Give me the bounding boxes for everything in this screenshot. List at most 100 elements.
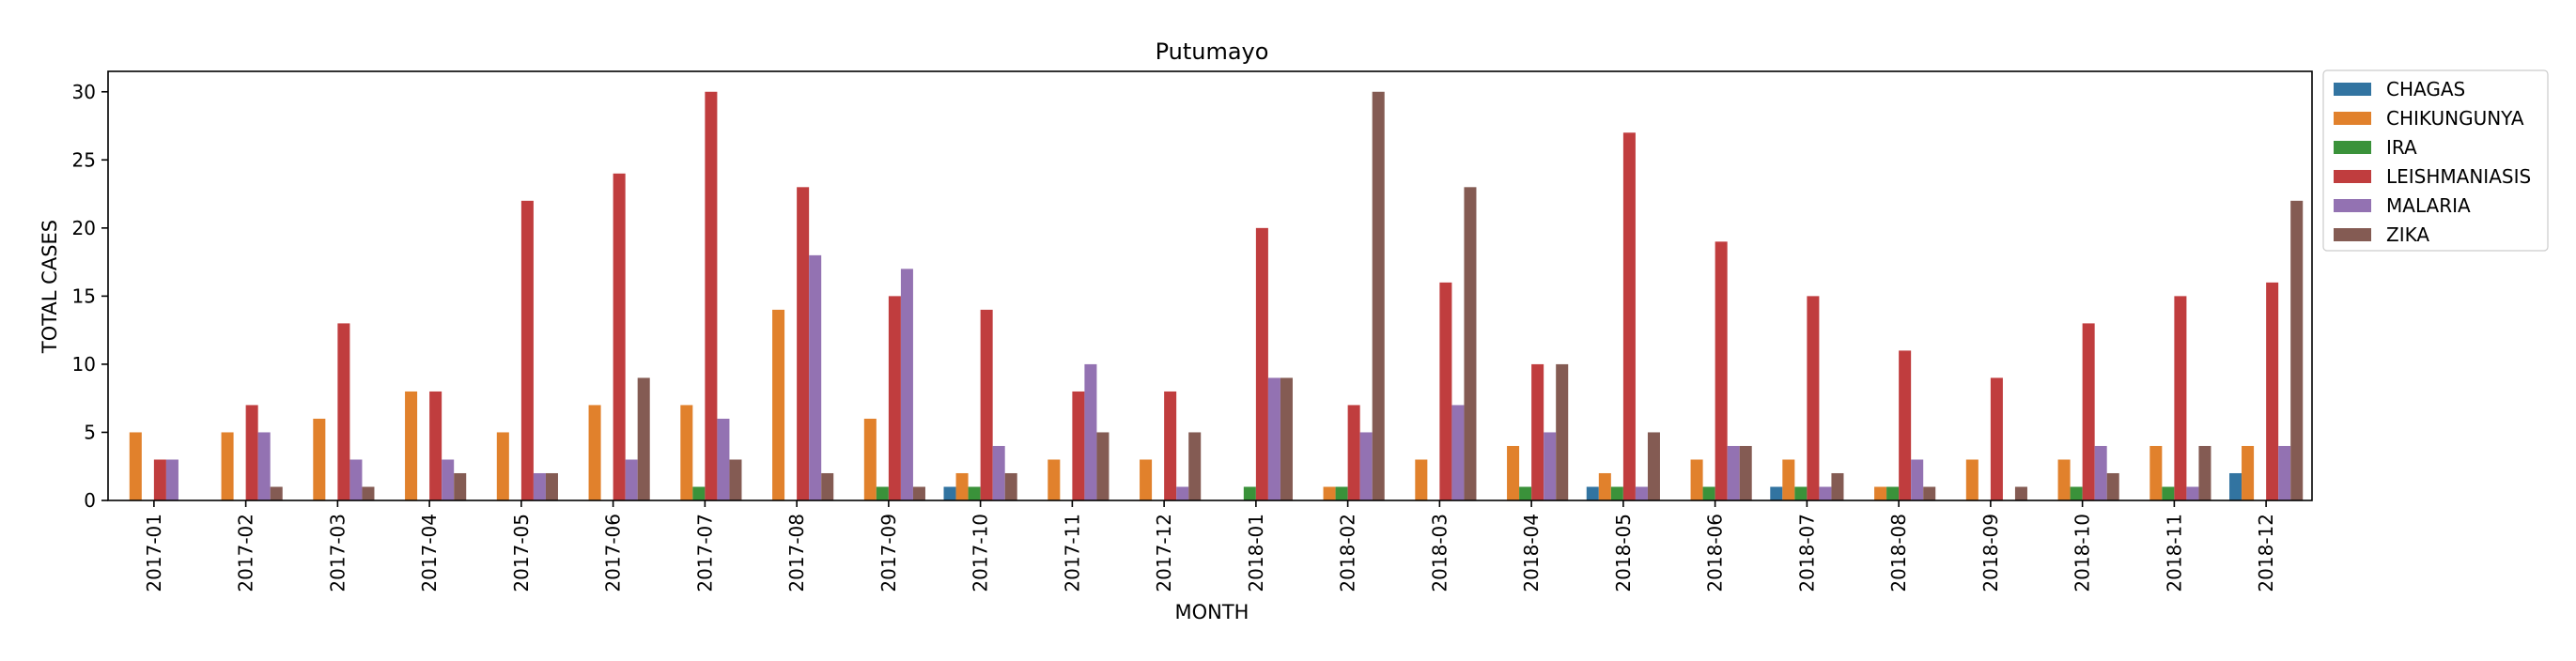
- bar: [613, 173, 626, 500]
- y-tick-label: 20: [72, 217, 96, 239]
- x-tick-label: 2018-03: [1428, 514, 1451, 592]
- bar: [2198, 445, 2211, 500]
- plot-frame: [107, 70, 2313, 501]
- x-tick-label: 2017-08: [785, 514, 808, 592]
- x-tick-label: 2017-11: [1061, 514, 1083, 592]
- bar: [1702, 486, 1715, 500]
- bar: [2162, 486, 2175, 500]
- x-tick-label: 2018-01: [1245, 514, 1267, 592]
- bar: [1899, 350, 1912, 500]
- bar: [313, 418, 326, 500]
- legend-swatch: [2334, 228, 2371, 241]
- bar: [1519, 486, 1532, 500]
- x-tick-label: 2018-12: [2255, 514, 2277, 592]
- bar: [257, 432, 271, 500]
- y-tick-label: 10: [72, 353, 96, 376]
- bar: [1347, 405, 1360, 500]
- bar: [1372, 91, 1385, 500]
- x-tick-label: 2018-07: [1795, 514, 1818, 592]
- x-tick-label: 2017-03: [326, 514, 349, 592]
- bar: [1464, 187, 1477, 500]
- x-tick-label: 2018-06: [1704, 514, 1727, 592]
- bar: [2149, 445, 2163, 500]
- legend-swatch: [2334, 141, 2371, 154]
- bar: [1622, 132, 1636, 501]
- x-tick-label: 2017-07: [693, 514, 716, 592]
- bar: [1084, 363, 1097, 500]
- bar: [1072, 391, 1085, 500]
- bar: [429, 391, 442, 500]
- y-tick-label: 15: [72, 284, 96, 307]
- bar: [165, 459, 178, 500]
- bar: [943, 486, 956, 500]
- bar: [1323, 486, 1336, 500]
- bar: [533, 472, 546, 500]
- bar: [1096, 432, 1110, 500]
- bar: [1004, 472, 1017, 500]
- bar: [1598, 472, 1611, 500]
- bar: [2094, 445, 2107, 500]
- x-tick-label: 2018-08: [1887, 514, 1910, 592]
- bar: [520, 200, 534, 500]
- x-tick-label: 2017-09: [877, 514, 900, 592]
- bars-layer: [129, 91, 2304, 501]
- bar: [2290, 200, 2304, 500]
- y-tick-label: 30: [72, 81, 96, 103]
- bar: [900, 269, 913, 500]
- y-axis-label: TOTAL CASES: [39, 220, 61, 354]
- bar: [2278, 445, 2291, 500]
- bar: [1690, 459, 1703, 500]
- bar: [221, 432, 234, 500]
- bar: [1635, 486, 1648, 500]
- bar: [1874, 486, 1887, 500]
- x-tick-label: 2018-05: [1612, 514, 1635, 592]
- legend-swatch: [2334, 83, 2371, 96]
- x-axis: 2017-01 2017-02 2017-03 2017-04 2017-05 2017-…: [143, 500, 2277, 592]
- bar: [980, 309, 993, 500]
- bar: [496, 432, 509, 500]
- x-tick-label: 2018-02: [1337, 514, 1359, 592]
- bar: [625, 459, 638, 500]
- bar: [2174, 296, 2187, 500]
- x-tick-label: 2017-12: [1153, 514, 1175, 592]
- legend-frame: [2322, 69, 2549, 252]
- bar: [912, 486, 925, 500]
- bar: [1886, 486, 1900, 500]
- bar: [888, 296, 901, 500]
- bar: [2242, 445, 2255, 500]
- bar: [1586, 486, 1599, 500]
- bar: [2014, 486, 2027, 500]
- bar: [1280, 377, 1293, 500]
- bar: [809, 254, 822, 500]
- legend-label: IRA: [2386, 136, 2417, 159]
- bar: [1507, 445, 1520, 500]
- bar: [772, 309, 785, 500]
- bar: [2266, 282, 2279, 500]
- y-axis: 0 5 10 15 20 25 30: [72, 81, 108, 512]
- bar: [1188, 432, 1202, 500]
- bar: [2057, 459, 2071, 500]
- bar: [1610, 486, 1623, 500]
- x-tick-label: 2017-10: [970, 514, 992, 592]
- bar: [1255, 227, 1268, 500]
- legend-swatch: [2334, 199, 2371, 212]
- bar: [1794, 486, 1808, 500]
- bar: [1727, 445, 1740, 500]
- bar: [1782, 459, 1795, 500]
- bar: [1544, 432, 1557, 500]
- y-tick-label: 25: [72, 148, 96, 171]
- legend-label: LEISHMANIASIS: [2386, 165, 2531, 188]
- bar: [337, 323, 350, 500]
- bar: [1965, 459, 1979, 500]
- bar: [2229, 472, 2242, 500]
- bar: [1647, 432, 1660, 500]
- bar: [1359, 432, 1373, 500]
- bar: [1770, 486, 1783, 500]
- bar: [2082, 323, 2095, 500]
- bar: [1739, 445, 1752, 500]
- x-tick-label: 2017-02: [235, 514, 257, 592]
- bar: [1415, 459, 1428, 500]
- bar: [1451, 405, 1465, 500]
- x-tick-label: 2018-09: [1979, 514, 2002, 592]
